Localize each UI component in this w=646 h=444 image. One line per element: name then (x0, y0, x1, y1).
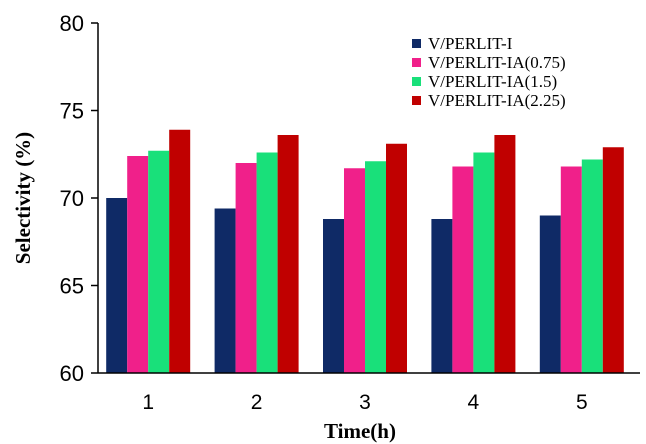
legend-swatch (412, 96, 421, 105)
bar-v-perlit-ia-0-75--5 (560, 166, 582, 373)
bar-v-perlit-i-3 (323, 219, 344, 373)
x-tick-label: 5 (576, 391, 588, 414)
legend-swatch (412, 77, 421, 86)
y-tick-label: 70 (60, 186, 84, 211)
legend-label: V/PERLIT-IA(1.5) (428, 72, 557, 91)
y-tick-label: 60 (60, 361, 84, 386)
bars (106, 129, 624, 373)
bar-v-perlit-ia-1-5--4 (473, 152, 495, 373)
legend-label: V/PERLIT-I (428, 34, 513, 53)
x-axis-title: Time(h) (324, 419, 396, 443)
bar-v-perlit-ia-0-75--1 (127, 156, 149, 373)
bar-v-perlit-i-5 (539, 215, 561, 373)
bar-v-perlit-i-2 (214, 208, 236, 373)
x-tick-label: 3 (359, 391, 371, 414)
bar-v-perlit-ia-1-5--3 (365, 161, 386, 373)
bar-v-perlit-ia-0-75--4 (452, 166, 474, 373)
x-tick-label: 1 (142, 391, 154, 414)
bar-v-perlit-ia-2-25--4 (494, 135, 516, 373)
legend-label: V/PERLIT-IA(0.75) (428, 53, 566, 72)
bar-v-perlit-i-1 (106, 198, 128, 373)
x-tick-label: 2 (251, 391, 263, 414)
y-tick-label: 80 (60, 11, 84, 36)
bar-v-perlit-ia-2-25--2 (277, 135, 299, 373)
x-axis-ticks: 1 2 3 4 5 (142, 391, 587, 414)
x-tick-label: 4 (468, 391, 480, 414)
bar-v-perlit-ia-0-75--3 (344, 168, 365, 373)
bar-v-perlit-ia-0-75--2 (235, 163, 257, 373)
y-axis-ticks: 60 65 70 75 80 (60, 11, 98, 386)
legend: V/PERLIT-IV/PERLIT-IA(0.75)V/PERLIT-IA(1… (412, 34, 566, 110)
bar-v-perlit-ia-2-25--1 (169, 129, 191, 373)
bar-v-perlit-ia-1-5--5 (581, 159, 603, 373)
legend-swatch (412, 39, 421, 48)
y-tick-label: 65 (60, 274, 84, 299)
y-tick-label: 75 (60, 99, 84, 124)
legend-swatch (412, 58, 421, 67)
bar-v-perlit-ia-1-5--2 (256, 152, 278, 373)
legend-label: V/PERLIT-IA(2.25) (428, 91, 566, 110)
y-axis-title: Selectivity (%) (11, 132, 35, 264)
bar-v-perlit-ia-2-25--5 (602, 147, 624, 373)
bar-v-perlit-ia-2-25--3 (386, 143, 407, 373)
bar-v-perlit-i-4 (431, 219, 453, 373)
bar-v-perlit-ia-1-5--1 (148, 150, 170, 373)
